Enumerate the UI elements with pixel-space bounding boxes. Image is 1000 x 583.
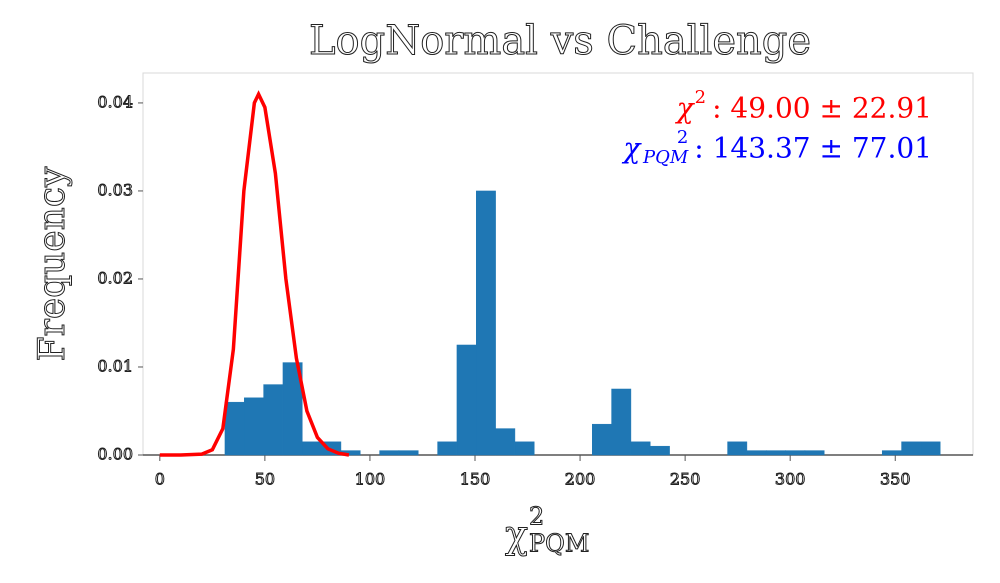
x-tick-label: 50 [255,470,275,489]
x-tick-label: 150 [460,470,491,489]
bar [649,445,670,456]
x-tick-label: 100 [355,470,386,489]
bar [920,441,941,456]
x-axis-label-sub: PQM [529,530,589,558]
annotation-sup: 2 [677,127,688,148]
y-tick-label: 0.01 [97,356,133,375]
bar [495,428,516,456]
bar [746,450,767,456]
bar [785,450,806,456]
y-axis-label: Frequency [32,166,73,361]
bar [514,441,535,456]
x-axis-label-sup: 2 [529,503,544,531]
bar [263,384,284,456]
annotation-text: : 143.37 ± 77.01 [694,132,932,165]
bar [727,441,748,456]
chart-title: LogNormal vs Challenge [309,18,811,64]
y-tick-label: 0.02 [97,268,133,287]
y-tick-label: 0.04 [97,92,133,111]
bar [379,450,400,456]
bar [282,362,303,456]
x-tick-label: 350 [880,470,911,489]
bar [881,450,902,456]
x-tick-label: 250 [670,470,701,489]
bar [901,441,922,456]
y-tick-label: 0.00 [97,445,133,464]
x-tick-label: 0 [155,470,165,489]
x-tick-label: 300 [775,470,806,489]
bar [224,401,245,456]
x-tick-label: 200 [565,470,596,489]
annotation-base: χ [675,92,696,125]
fit-curve [159,90,350,457]
bar [765,450,786,456]
y-tick-label: 0.03 [97,180,133,199]
bar [244,397,264,456]
bar [476,190,496,456]
bar [302,441,322,456]
bar [611,388,632,456]
bar [592,423,612,456]
annotation-sup: 2 [695,87,706,108]
bar [437,441,458,456]
annotation-text: : 49.00 ± 22.91 [712,92,932,125]
bar [456,344,477,456]
bar [804,450,825,456]
bar [630,441,651,456]
annotation-base: χ [621,132,642,165]
bar [398,450,419,456]
x-axis-label: χ [505,513,528,557]
annotation-sub: PQM [642,147,689,168]
